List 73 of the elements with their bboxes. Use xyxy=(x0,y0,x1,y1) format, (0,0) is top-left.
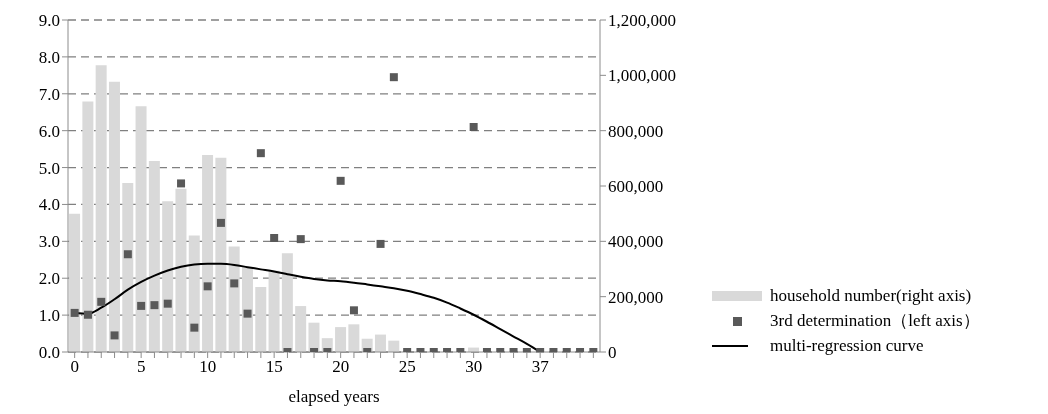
x-tick-label: 37 xyxy=(531,357,550,377)
bar xyxy=(175,188,187,352)
point xyxy=(349,306,358,315)
y-tick-label: 4.0 xyxy=(38,195,60,215)
bar xyxy=(241,267,253,352)
bar xyxy=(148,161,160,352)
x-tick-label: 5 xyxy=(136,357,146,377)
bar xyxy=(69,213,81,352)
x-tick-label: 25 xyxy=(398,357,416,377)
y-tick-label: 0.0 xyxy=(38,343,60,363)
bar xyxy=(308,322,320,352)
point xyxy=(203,282,212,291)
y2-tick-label: 600,000 xyxy=(608,177,664,197)
point xyxy=(296,235,305,244)
y-tick-label: 9.0 xyxy=(38,11,60,31)
legend-label: multi-regression curve xyxy=(770,335,924,356)
y2-tick-label: 0 xyxy=(608,343,617,363)
y2-tick-label: 400,000 xyxy=(608,232,664,252)
y-tick-label: 1.0 xyxy=(38,306,60,326)
point xyxy=(216,218,225,227)
bar xyxy=(202,155,214,352)
y-tick-label: 6.0 xyxy=(38,121,60,141)
bar xyxy=(215,157,227,352)
bar xyxy=(228,246,240,352)
point xyxy=(230,279,239,288)
legend-label: 3rd determination（left axis） xyxy=(770,310,980,332)
point xyxy=(190,323,199,332)
point xyxy=(163,299,172,308)
y-tick-label: 5.0 xyxy=(38,158,60,178)
bar xyxy=(82,101,94,352)
x-tick-label: 15 xyxy=(265,357,283,377)
point xyxy=(270,234,279,243)
point xyxy=(123,250,132,259)
point xyxy=(110,331,119,340)
point xyxy=(376,239,385,248)
x-tick-label: 30 xyxy=(465,357,483,377)
y2-tick-label: 1,200,000 xyxy=(608,11,676,31)
point xyxy=(243,309,252,318)
y-tick-label: 8.0 xyxy=(38,47,60,67)
bar xyxy=(122,182,134,352)
bar xyxy=(255,286,267,352)
bar xyxy=(108,81,120,352)
bar xyxy=(268,270,280,352)
bar xyxy=(374,334,386,352)
point xyxy=(70,308,79,317)
point xyxy=(336,176,345,185)
point xyxy=(256,149,265,158)
y-tick-label: 2.0 xyxy=(38,269,60,289)
bar xyxy=(135,106,147,352)
y2-tick-label: 800,000 xyxy=(608,121,664,141)
y-tick-label: 3.0 xyxy=(38,232,60,252)
bar xyxy=(348,324,360,352)
bar xyxy=(162,201,174,352)
x-tick-label: 0 xyxy=(70,357,79,377)
y2-tick-label: 200,000 xyxy=(608,287,664,307)
x-tick-label: 10 xyxy=(199,357,217,377)
y-tick-label: 7.0 xyxy=(38,84,60,104)
bar xyxy=(95,65,107,352)
point xyxy=(83,310,92,319)
point xyxy=(177,179,186,188)
point xyxy=(97,297,106,306)
point xyxy=(150,301,159,310)
x-tick-label: 20 xyxy=(332,357,350,377)
bar xyxy=(281,253,293,352)
point xyxy=(389,73,398,82)
y2-tick-label: 1,000,000 xyxy=(608,66,676,86)
x-axis-title: elapsed years xyxy=(288,387,380,406)
legend-label: household number(right axis) xyxy=(770,285,972,306)
bar xyxy=(335,327,347,352)
point xyxy=(469,122,478,131)
bar xyxy=(188,235,200,352)
point xyxy=(137,301,146,310)
bar xyxy=(295,306,307,352)
